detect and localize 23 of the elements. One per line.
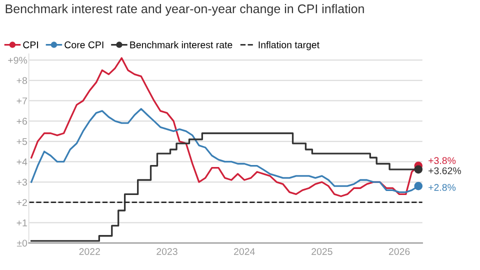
x-tick-label: 2026 [388,248,410,255]
legend-label: Core CPI [64,41,104,48]
x-tick-label: 2025 [312,248,332,255]
data-label: +3.62% [428,167,461,174]
data-label: +3.8% [428,157,456,164]
y-tick-label: +1 [16,220,27,226]
y-tick-label: ±0 [16,240,28,247]
y-tick-label: +4 [16,158,28,166]
chart-title: Benchmark interest rate and year-on-year change in CPI inflation [6,4,364,16]
y-tick-label: +2 [16,199,27,206]
x-tick-label: 2023 [156,248,178,255]
y-tick-label: +3 [16,178,27,186]
legend-label: CPI [23,41,38,48]
y-tick-label: +8 [16,77,27,84]
x-tick-label: 2022 [79,248,100,255]
y-tick-label: +6 [16,118,27,125]
data-label: +2.8% [428,184,456,191]
legend-label: Benchmark interest rate [130,41,232,48]
y-tick-label: +9% [8,56,28,64]
legend-label: Inflation target [258,41,320,50]
x-tick-label: 2024 [234,248,255,255]
y-tick-label: +7 [16,98,27,104]
y-tick-label: +5 [16,138,28,146]
